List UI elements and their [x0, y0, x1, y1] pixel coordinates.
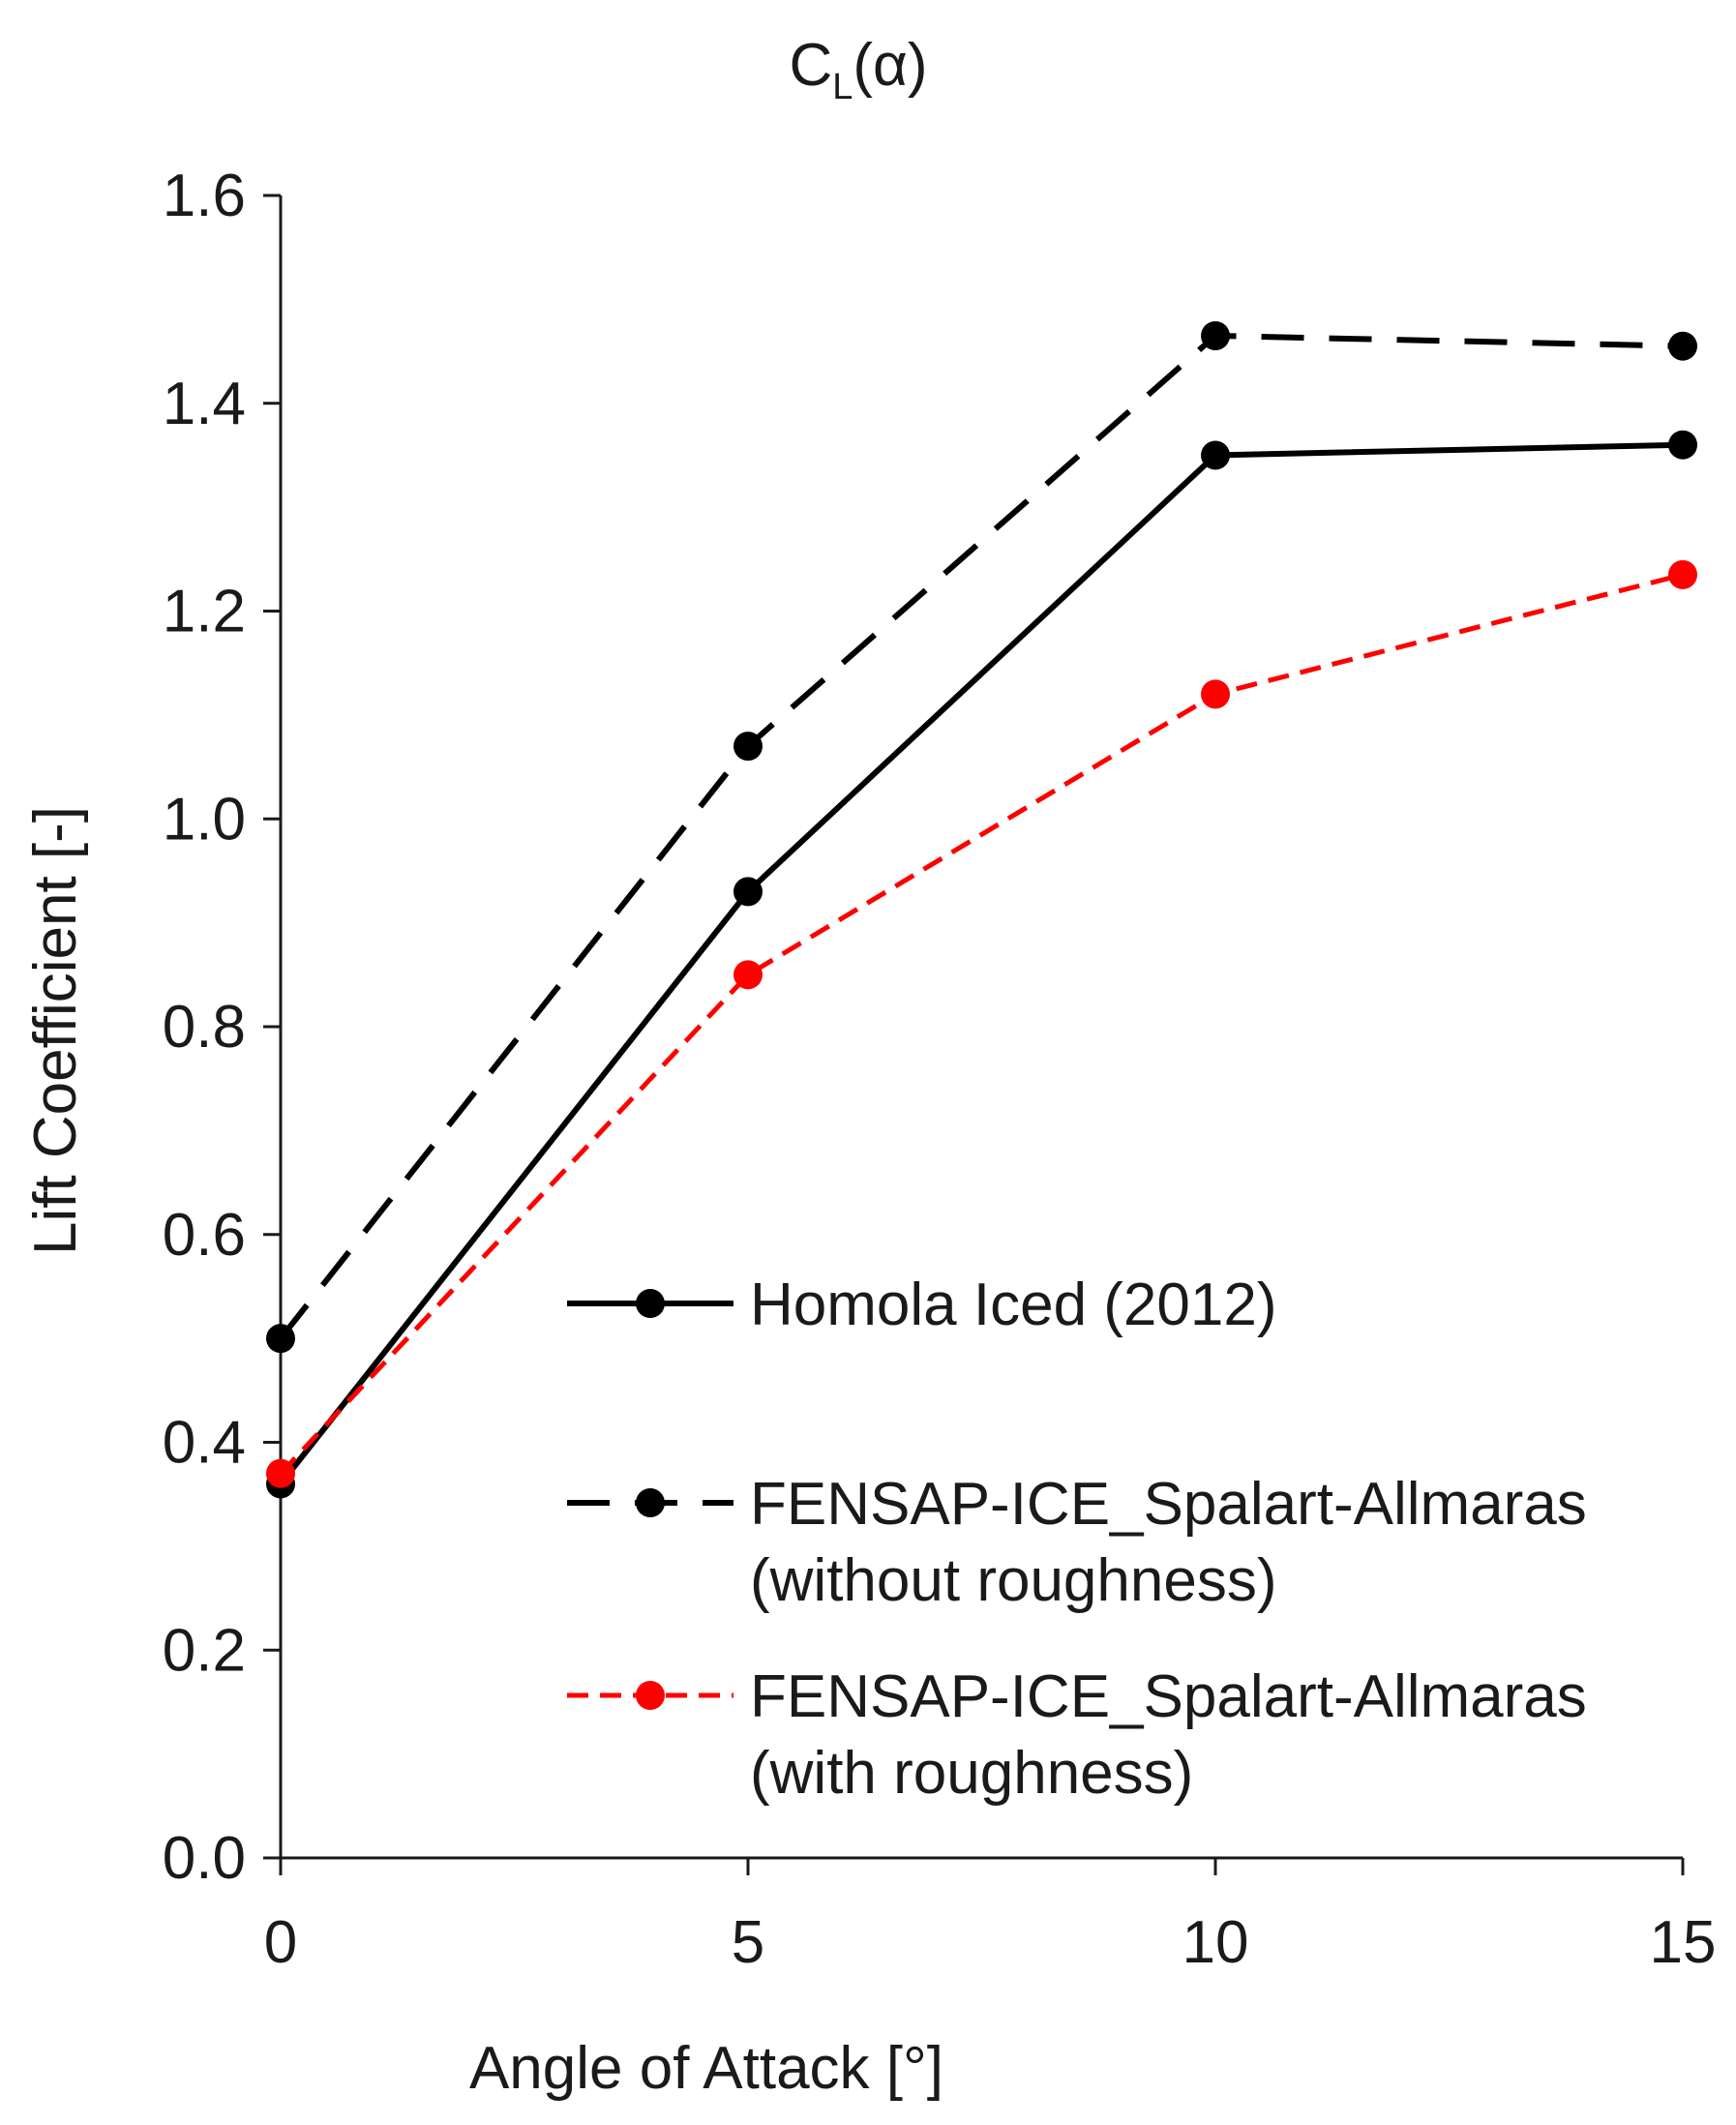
legend-marker [636, 1681, 665, 1710]
data-point [266, 1324, 295, 1354]
legend-entry-1: Homola Iced (2012) [567, 1272, 1277, 1338]
legend-marker [636, 1289, 665, 1318]
x-tick-label: 15 [1650, 1909, 1717, 1976]
series-2 [266, 320, 1697, 1354]
series-line [278, 441, 1684, 1486]
series-1 [266, 430, 1697, 1499]
data-point [1201, 440, 1230, 470]
data-point [733, 732, 763, 762]
y-ticks: 0.0 0.2 0.4 0.6 0.8 1.0 1.2 1.4 1.6 [163, 163, 281, 1892]
chart-title-suffix: (α) [853, 32, 927, 99]
legend-label: (without roughness) [750, 1547, 1277, 1614]
data-point [1201, 320, 1230, 350]
data-point [1201, 679, 1230, 709]
series-3 [266, 559, 1697, 1488]
y-tick-label: 0.8 [163, 994, 246, 1061]
data-point [266, 1458, 295, 1488]
y-tick-label: 1.6 [163, 163, 246, 229]
series-line [278, 332, 1684, 1340]
chart-title-subscript: L [832, 67, 853, 107]
series-line [279, 572, 1684, 1476]
y-tick-label: 1.0 [163, 786, 246, 853]
y-tick-label: 0.6 [163, 1202, 246, 1269]
y-tick-label: 1.4 [163, 371, 246, 437]
data-point [1668, 559, 1697, 589]
y-tick-label: 0.0 [163, 1825, 246, 1892]
legend: Homola Iced (2012) FENSAP-ICE_Spalart-All… [567, 1272, 1587, 1807]
series-layer [266, 320, 1697, 1499]
x-ticks: 0 5 10 15 [264, 1858, 1717, 1976]
data-point [1668, 331, 1697, 361]
axes: 0.0 0.2 0.4 0.6 0.8 1.0 1.2 1.4 1.6 0 5 10 15 [163, 163, 1717, 1976]
data-point [1668, 430, 1697, 460]
legend-entry-3: FENSAP-ICE_Spalart-Allmaras (with roughne… [567, 1663, 1587, 1807]
x-axis-title: Angle of Attack [°] [469, 2035, 943, 2102]
y-tick-label: 1.2 [163, 579, 246, 645]
chart-title-main: C [789, 32, 832, 99]
data-point [733, 960, 763, 990]
x-tick-label: 0 [264, 1909, 297, 1976]
chart-title: CL(α) [789, 32, 927, 107]
legend-marker [636, 1488, 665, 1517]
x-tick-label: 5 [732, 1909, 764, 1976]
x-tick-label: 10 [1182, 1909, 1249, 1976]
legend-label: FENSAP-ICE_Spalart-Allmaras [750, 1471, 1587, 1538]
y-tick-label: 0.2 [163, 1617, 246, 1684]
y-tick-label: 0.4 [163, 1410, 246, 1477]
legend-label: FENSAP-ICE_Spalart-Allmaras [750, 1663, 1587, 1730]
legend-entry-2: FENSAP-ICE_Spalart-Allmaras (without roug… [567, 1471, 1587, 1614]
legend-label: (with roughness) [750, 1740, 1193, 1807]
legend-label: Homola Iced (2012) [750, 1272, 1277, 1338]
y-axis-title: Lift Coefficient [-] [22, 806, 89, 1255]
data-point [733, 877, 763, 907]
